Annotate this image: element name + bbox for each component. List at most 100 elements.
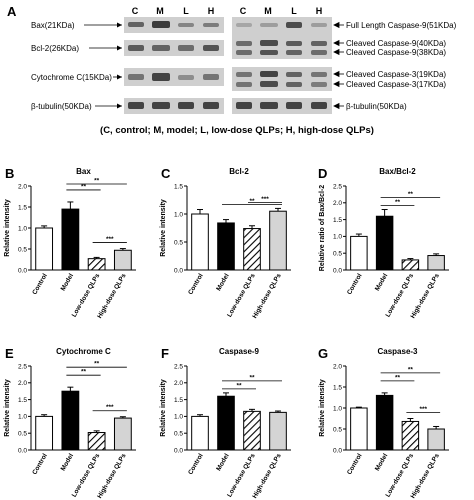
- x-tick-label-f-2: Low-dose QLPs: [226, 452, 257, 498]
- panel-a-letter: A: [7, 4, 17, 19]
- chart-panel-f: F Caspase-9 Relative intensity 0.0 0.5 1.0 1.5…: [160, 346, 291, 500]
- x-tick-label-f-1: Model: [215, 452, 231, 472]
- y-tick-label-b: 0.5: [18, 246, 27, 253]
- y-axis-label-g: Relative intensity: [319, 379, 326, 437]
- x-tick-label-b-3: High-dose QLPs: [96, 272, 128, 320]
- blot-arrowhead-tubulin-left: [117, 103, 122, 109]
- chart-title-g: Caspase-3: [377, 347, 418, 356]
- y-tick-label-g: 0.5: [333, 426, 342, 433]
- bar-e-2: [87, 432, 106, 451]
- bar-e-3: [113, 417, 132, 451]
- blot-strip-cytochrome-c: [124, 68, 224, 86]
- y-tick-label-f: 1.0: [174, 414, 183, 421]
- lane-label-c: C: [132, 6, 139, 16]
- significance-label-b: **: [94, 178, 100, 185]
- lane-label-m-right: M: [264, 6, 272, 16]
- x-tick-label-g-3: High-dose QLPs: [410, 452, 442, 500]
- y-tick-label-b: 1.0: [18, 225, 27, 232]
- lane-label-h: H: [208, 6, 215, 16]
- significance-label-d: **: [395, 199, 401, 206]
- chart-panel-e: E Cytochrome C Relative intensity 0.0 0.5 1.0…: [4, 346, 136, 500]
- y-tick-label-f: 0.0: [174, 447, 183, 454]
- x-tick-label-d-0: Control: [346, 272, 364, 296]
- y-tick-label-d: 0.5: [333, 251, 342, 258]
- blot-label-cytochrome-c: Cytochrome C(15KDa): [31, 73, 112, 82]
- bar-b-3: [113, 249, 132, 271]
- x-tick-label-g-2: Low-dose QLPs: [384, 452, 415, 498]
- significance-label-e: ***: [106, 404, 114, 411]
- significance-label-g: ***: [419, 406, 427, 413]
- blot-label-cleaved-caspase3-19: Cleaved Caspase-3(19KDa): [346, 70, 446, 79]
- lane-label-h-right: H: [316, 6, 323, 16]
- bar-d-3: [427, 255, 445, 271]
- panel-letter-e: E: [5, 346, 14, 361]
- y-tick-label-g: 1.0: [333, 405, 342, 412]
- x-tick-label-e-1: Model: [60, 452, 76, 472]
- panel-letter-c: C: [161, 166, 171, 181]
- significance-label-c: ***: [261, 196, 269, 203]
- y-tick-label-e: 0.5: [18, 431, 27, 438]
- bar-f-1: [217, 395, 235, 451]
- y-tick-label-c: 0.5: [174, 239, 183, 246]
- y-tick-label-b: 1.5: [18, 204, 27, 211]
- y-axis-label-c: Relative intensity: [160, 199, 167, 257]
- lane-label-c-right: C: [240, 6, 247, 16]
- bar-c-2: [243, 228, 261, 271]
- panel-letter-d: D: [318, 166, 327, 181]
- blot-label-tubulin-left: β-tubulin(50KDa): [31, 102, 92, 111]
- y-tick-label-f: 0.5: [174, 431, 183, 438]
- bar-b-0: [35, 227, 54, 271]
- y-tick-label-g: 0.0: [333, 447, 342, 454]
- bar-f-0: [191, 415, 209, 451]
- y-tick-label-d: 2.0: [333, 200, 342, 207]
- blot-strip-caspase3: [232, 67, 332, 91]
- bar-chart-panels: B Bax Relative intensity 0.0 0.5 1.0 1.5 2.0 Con…: [4, 166, 449, 500]
- lane-label-m: M: [156, 6, 164, 16]
- bar-b-1: [61, 208, 80, 271]
- x-tick-label-f-0: Control: [187, 452, 205, 476]
- y-tick-label-d: 0.0: [333, 267, 342, 274]
- blot-label-cleaved-caspase9-40: Cleaved Caspase-9(40KDa): [346, 39, 446, 48]
- panel-letter-f: F: [161, 346, 169, 361]
- x-tick-label-c-0: Control: [187, 272, 205, 296]
- blot-label-tubulin-right: β-tubulin(50KDa): [346, 102, 407, 111]
- y-axis-label-b: Relative intensity: [4, 199, 11, 257]
- x-tick-label-d-2: Low-dose QLPs: [384, 272, 415, 318]
- x-tick-label-c-2: Low-dose QLPs: [226, 272, 257, 318]
- y-tick-label-e: 2.0: [18, 380, 27, 387]
- bar-g-1: [375, 394, 394, 451]
- bar-d-2: [401, 259, 420, 271]
- significance-label-c: **: [249, 198, 255, 205]
- chart-title-f: Caspase-9: [219, 347, 260, 356]
- bar-g-3: [427, 428, 445, 451]
- x-tick-label-e-0: Control: [31, 452, 49, 476]
- y-tick-label-d: 2.5: [333, 183, 342, 190]
- significance-label-f: **: [249, 374, 255, 381]
- blot-strip-bcl2: [124, 40, 224, 56]
- blot-bands-right: [236, 22, 327, 109]
- significance-label-f: **: [236, 382, 242, 389]
- blot-arrows-right: [333, 21, 344, 110]
- y-tick-label-e: 2.5: [18, 363, 27, 370]
- x-tick-label-b-1: Model: [60, 272, 76, 292]
- y-tick-label-e: 0.0: [18, 447, 27, 454]
- blot-arrowhead-bcl2: [117, 45, 122, 51]
- chart-title-e: Cytochrome C: [56, 347, 111, 356]
- bar-b-2: [87, 258, 106, 271]
- x-tick-label-b-2: Low-dose QLPs: [71, 272, 102, 318]
- x-tick-label-c-3: High-dose QLPs: [251, 272, 283, 320]
- x-tick-label-g-0: Control: [346, 452, 364, 476]
- bar-f-3: [269, 411, 287, 451]
- lane-label-l-right: L: [291, 6, 297, 16]
- blot-label-bax: Bax(21KDa): [31, 21, 75, 30]
- chart-panel-b: B Bax Relative intensity 0.0 0.5 1.0 1.5 2.0 Con…: [4, 166, 136, 320]
- significance-label-b: ***: [106, 236, 114, 243]
- chart-panel-c: C Bcl-2 Relative intensity 0.0 0.5 1.0 1.5 Cont…: [160, 166, 291, 320]
- y-tick-label-g: 2.0: [333, 363, 342, 370]
- panel-letter-b: B: [5, 166, 14, 181]
- chart-panel-g: G Caspase-3 Relative intensity 0.0 0.5 1.0 1.5…: [318, 346, 449, 500]
- x-tick-label-c-1: Model: [215, 272, 231, 292]
- bar-g-2: [401, 420, 420, 451]
- y-tick-label-c: 1.0: [174, 211, 183, 218]
